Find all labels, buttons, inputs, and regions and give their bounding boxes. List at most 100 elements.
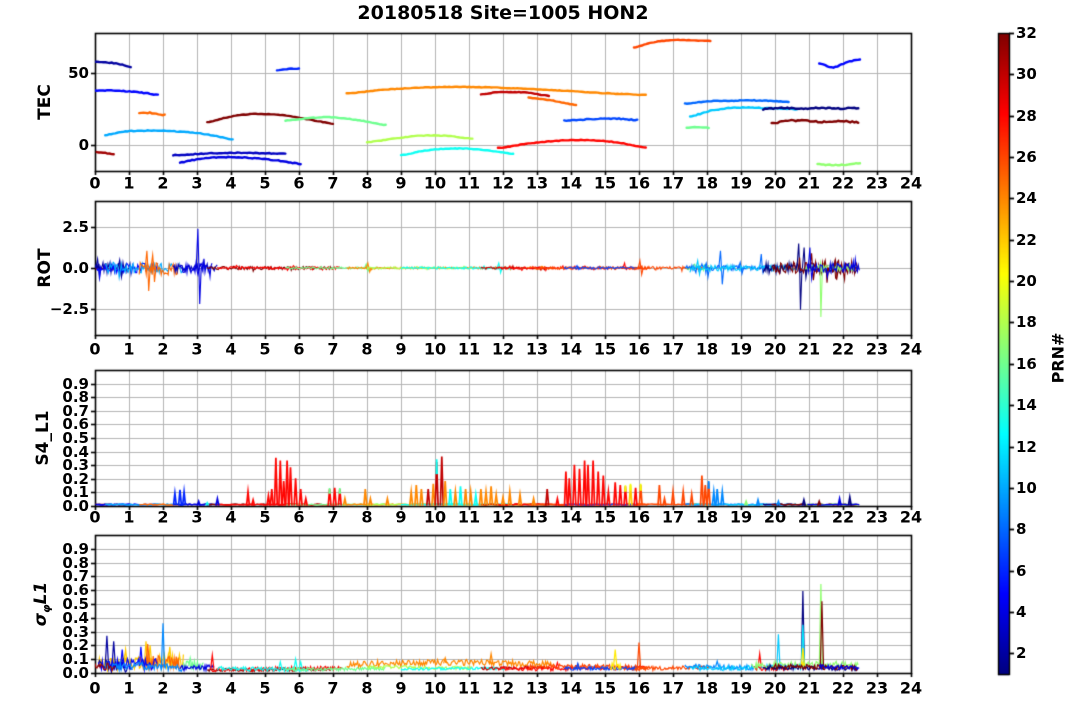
x-tick-label: 14 <box>559 678 583 698</box>
x-tick-label: 11 <box>457 507 481 527</box>
x-tick-label: 11 <box>457 678 481 698</box>
x-tick-label: 22 <box>831 507 855 527</box>
y-tick-label: 0 <box>78 136 89 155</box>
colorbar-tick-label: 6 <box>1016 561 1027 580</box>
x-tick-label: 2 <box>157 173 169 193</box>
x-tick-label: 4 <box>225 507 237 527</box>
x-tick-label: 8 <box>361 339 373 359</box>
colorbar-tick-label: 20 <box>1016 272 1037 291</box>
x-tick-label: 7 <box>327 173 339 193</box>
x-tick-label: 10 <box>423 507 447 527</box>
x-tick-label: 9 <box>395 507 407 527</box>
x-tick-label: 14 <box>559 173 583 193</box>
colorbar-tick-label: 24 <box>1016 189 1037 208</box>
y-tick-label: 50 <box>68 64 89 83</box>
x-tick-label: 17 <box>661 339 685 359</box>
x-tick-label: 8 <box>361 173 373 193</box>
x-tick-label: 8 <box>361 678 373 698</box>
x-tick-label: 18 <box>695 678 719 698</box>
ylabel-sigma-phi-l1: σφL1 <box>31 581 53 627</box>
x-tick-label: 6 <box>293 507 305 527</box>
x-tick-label: 2 <box>157 507 169 527</box>
x-tick-label: 5 <box>259 678 271 698</box>
x-tick-label: 3 <box>191 507 203 527</box>
x-tick-label: 2 <box>157 678 169 698</box>
x-tick-label: 17 <box>661 678 685 698</box>
x-tick-label: 5 <box>259 339 271 359</box>
x-tick-label: 23 <box>865 507 889 527</box>
l1-label: L1 <box>31 581 51 605</box>
colorbar-label: PRN# <box>1048 332 1068 384</box>
x-tick-label: 3 <box>191 678 203 698</box>
x-tick-label: 16 <box>627 339 651 359</box>
ylabel-tec: TEC <box>35 84 55 120</box>
x-tick-label: 12 <box>491 339 515 359</box>
x-tick-label: 10 <box>423 678 447 698</box>
x-tick-label: 11 <box>457 173 481 193</box>
y-tick-label: 0.1 <box>62 650 89 669</box>
x-tick-label: 21 <box>797 678 821 698</box>
x-tick-label: 1 <box>123 339 135 359</box>
x-tick-label: 17 <box>661 173 685 193</box>
x-tick-label: 20 <box>763 173 787 193</box>
y-tick-label: 0.4 <box>62 608 89 627</box>
x-tick-label: 1 <box>123 507 135 527</box>
colorbar-tick-label: 22 <box>1016 230 1037 249</box>
y-tick-label: 0.4 <box>62 442 89 461</box>
colorbar-tick-label: 32 <box>1016 24 1037 42</box>
x-tick-label: 4 <box>225 678 237 698</box>
x-tick-label: 6 <box>293 339 305 359</box>
x-tick-label: 12 <box>491 507 515 527</box>
sigma-symbol: σ <box>31 613 51 627</box>
x-tick-label: 21 <box>797 173 821 193</box>
y-tick-label: 0.9 <box>62 539 89 558</box>
x-tick-label: 12 <box>491 173 515 193</box>
x-tick-label: 22 <box>831 678 855 698</box>
colorbar-tick-label: 28 <box>1016 106 1037 125</box>
y-tick-label: 0.0 <box>62 259 89 277</box>
x-tick-label: 22 <box>831 173 855 193</box>
x-tick-label: 21 <box>797 339 821 359</box>
ylabel-s4-l1: S4_L1 <box>33 410 53 466</box>
y-tick-label: 0.0 <box>62 664 89 682</box>
x-tick-label: 12 <box>491 678 515 698</box>
y-tick-label: 0.5 <box>62 429 89 447</box>
x-tick-label: 1 <box>123 173 135 193</box>
ylabel-rot: ROT <box>35 248 55 288</box>
x-tick-label: 23 <box>865 173 889 193</box>
y-tick-label: 0.7 <box>62 401 89 420</box>
x-tick-label: 15 <box>593 678 617 698</box>
x-tick-label: 10 <box>423 339 447 359</box>
y-tick-label: 0.7 <box>62 567 89 586</box>
x-tick-label: 5 <box>259 507 271 527</box>
x-tick-label: 20 <box>763 339 787 359</box>
x-tick-label: 24 <box>899 173 923 193</box>
colorbar-tick-label: 8 <box>1016 520 1027 539</box>
y-tick-label: 0.1 <box>62 483 89 502</box>
x-tick-label: 24 <box>899 339 923 359</box>
y-tick-label: 0.8 <box>62 388 89 407</box>
x-tick-label: 21 <box>797 507 821 527</box>
x-tick-label: 23 <box>865 339 889 359</box>
y-tick-label: −2.5 <box>49 299 89 318</box>
x-tick-label: 15 <box>593 339 617 359</box>
colorbar-tick-label: 30 <box>1016 65 1037 84</box>
x-tick-label: 13 <box>525 678 549 698</box>
x-tick-label: 14 <box>559 339 583 359</box>
x-tick-label: 19 <box>729 339 753 359</box>
x-tick-label: 7 <box>327 339 339 359</box>
y-tick-label: 0.0 <box>62 497 89 515</box>
y-tick-label: 0.2 <box>62 469 89 488</box>
x-tick-label: 17 <box>661 507 685 527</box>
x-tick-label: 20 <box>763 507 787 527</box>
y-tick-label: 0.9 <box>62 374 89 393</box>
x-tick-label: 6 <box>293 678 305 698</box>
x-tick-label: 18 <box>695 339 719 359</box>
x-tick-label: 13 <box>525 339 549 359</box>
colorbar-tick-label: 26 <box>1016 148 1037 167</box>
colorbar-tick-label: 10 <box>1016 478 1037 497</box>
x-tick-label: 15 <box>593 507 617 527</box>
x-tick-label: 16 <box>627 173 651 193</box>
x-tick-label: 13 <box>525 173 549 193</box>
